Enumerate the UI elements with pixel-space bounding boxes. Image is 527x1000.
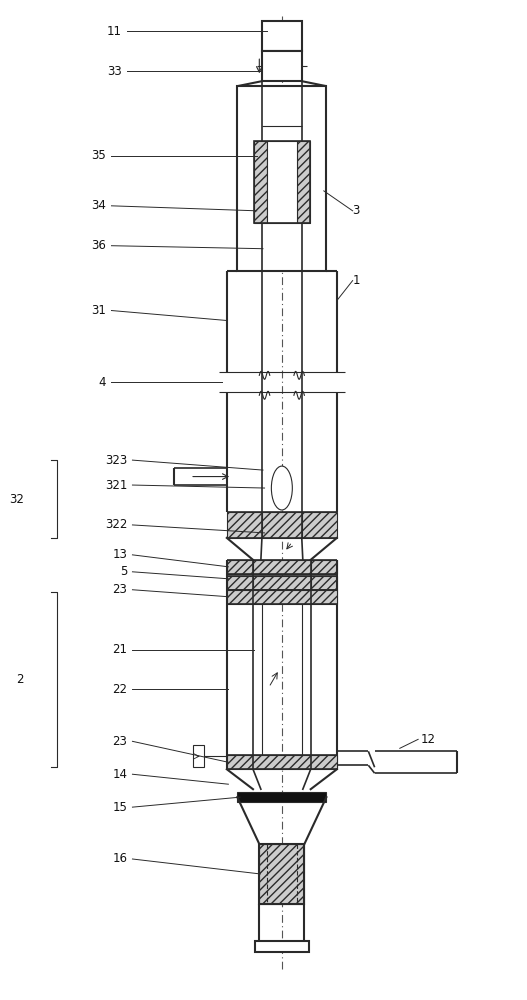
Text: 13: 13: [112, 548, 127, 561]
Bar: [227, 755, 337, 769]
Bar: [297, 141, 310, 223]
Bar: [259, 844, 305, 904]
Text: 23: 23: [112, 735, 127, 748]
Text: 323: 323: [105, 454, 127, 467]
Bar: [227, 512, 262, 538]
Text: 12: 12: [421, 733, 436, 746]
Bar: [237, 86, 326, 271]
Bar: [267, 141, 297, 223]
Bar: [227, 576, 337, 590]
Text: 5: 5: [120, 565, 127, 578]
Text: 16: 16: [112, 852, 127, 865]
Bar: [259, 844, 305, 904]
Bar: [254, 141, 310, 223]
Text: 2: 2: [16, 673, 24, 686]
Text: 4: 4: [99, 376, 106, 389]
Text: 22: 22: [112, 683, 127, 696]
Bar: [227, 590, 337, 604]
Bar: [193, 745, 204, 767]
Text: 11: 11: [107, 25, 122, 38]
Bar: [262, 512, 302, 538]
Text: 321: 321: [105, 479, 127, 492]
Text: 23: 23: [112, 583, 127, 596]
Text: 33: 33: [107, 65, 122, 78]
Bar: [262, 51, 302, 81]
Bar: [237, 792, 326, 802]
Bar: [253, 576, 311, 590]
Bar: [262, 21, 302, 51]
Text: 35: 35: [92, 149, 106, 162]
Text: 34: 34: [91, 199, 106, 212]
Text: 36: 36: [91, 239, 106, 252]
Text: 31: 31: [91, 304, 106, 317]
Ellipse shape: [271, 466, 292, 510]
Bar: [255, 941, 309, 952]
Text: 21: 21: [112, 643, 127, 656]
Text: 14: 14: [112, 768, 127, 781]
Text: 32: 32: [9, 493, 24, 506]
Bar: [302, 512, 337, 538]
Text: 3: 3: [353, 204, 360, 217]
Bar: [253, 560, 311, 574]
Text: 15: 15: [112, 801, 127, 814]
Bar: [254, 141, 267, 223]
Bar: [227, 560, 337, 574]
Text: 322: 322: [105, 518, 127, 531]
Text: 1: 1: [353, 274, 360, 287]
